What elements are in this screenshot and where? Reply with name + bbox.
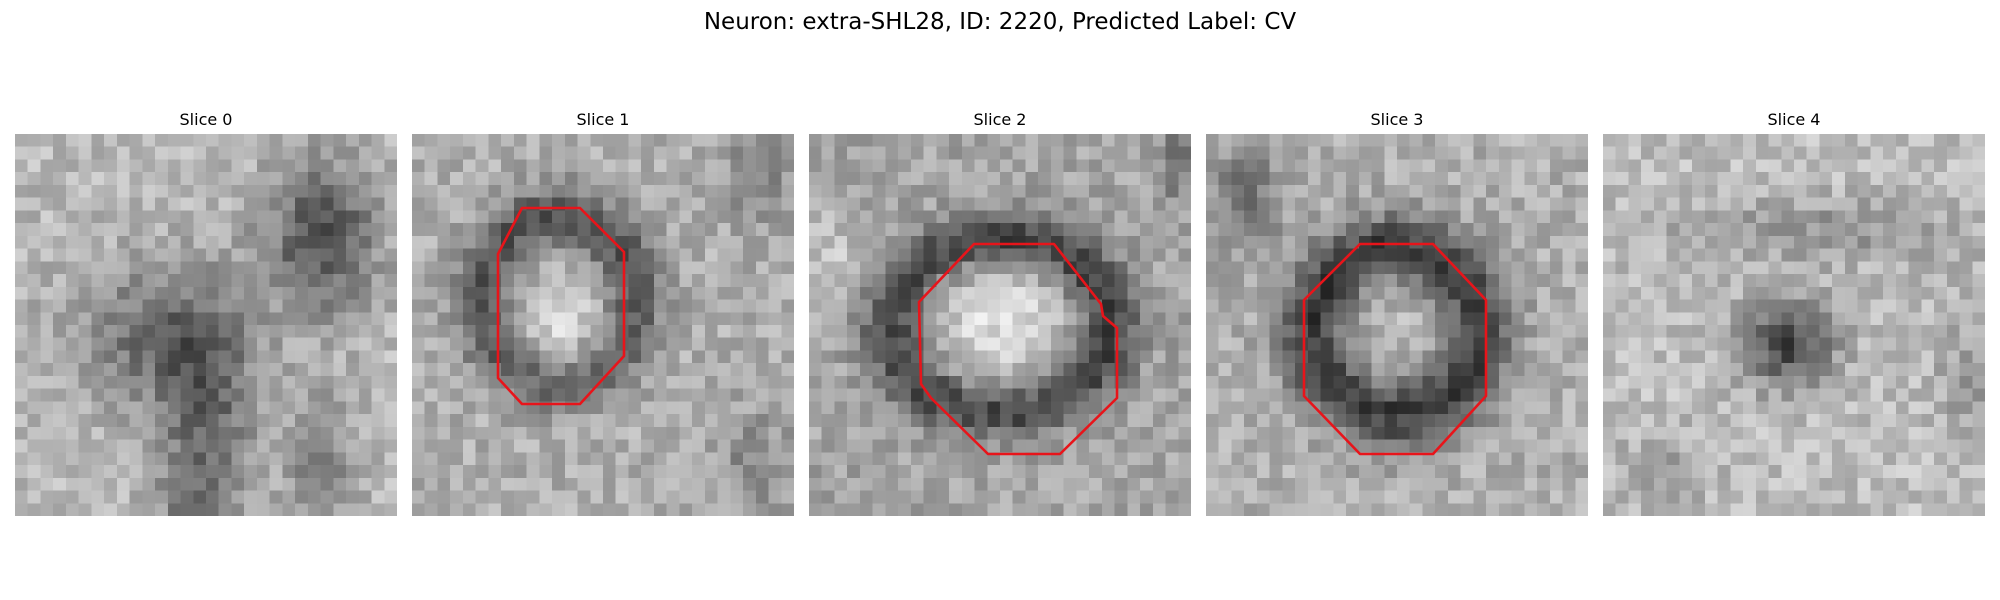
- slice-1-contour: [496, 206, 626, 406]
- slice-2-image-panel: [809, 134, 1191, 516]
- figure-title: Neuron: extra-SHL28, ID: 2220, Predicted…: [703, 9, 1297, 35]
- slice-3-contour: [1302, 242, 1488, 456]
- panel-title-slice-4: Slice 4: [1767, 110, 1821, 129]
- slice-1-image-panel: [412, 134, 794, 516]
- panel-title-slice-3: Slice 3: [1370, 110, 1424, 129]
- slice-0-image-panel: [15, 134, 397, 516]
- slice-4-image-panel: [1603, 134, 1985, 516]
- slice-2-grayscale-image: [809, 134, 1191, 516]
- panel-title-slice-0: Slice 0: [179, 110, 233, 129]
- slice-2-contour-overlay: [917, 242, 1119, 456]
- panel-title-slice-1: Slice 1: [576, 110, 630, 129]
- slice-1-grayscale-image: [412, 134, 794, 516]
- slice-3-image-panel: [1206, 134, 1588, 516]
- slice-1-contour-overlay: [496, 206, 626, 406]
- slice-3-contour-overlay: [1302, 242, 1488, 456]
- slice-0-grayscale-image: [15, 134, 397, 516]
- slice-2-contour: [917, 242, 1119, 456]
- slice-4-grayscale-image: [1603, 134, 1985, 516]
- slice-3-grayscale-image: [1206, 134, 1588, 516]
- panel-title-slice-2: Slice 2: [973, 110, 1027, 129]
